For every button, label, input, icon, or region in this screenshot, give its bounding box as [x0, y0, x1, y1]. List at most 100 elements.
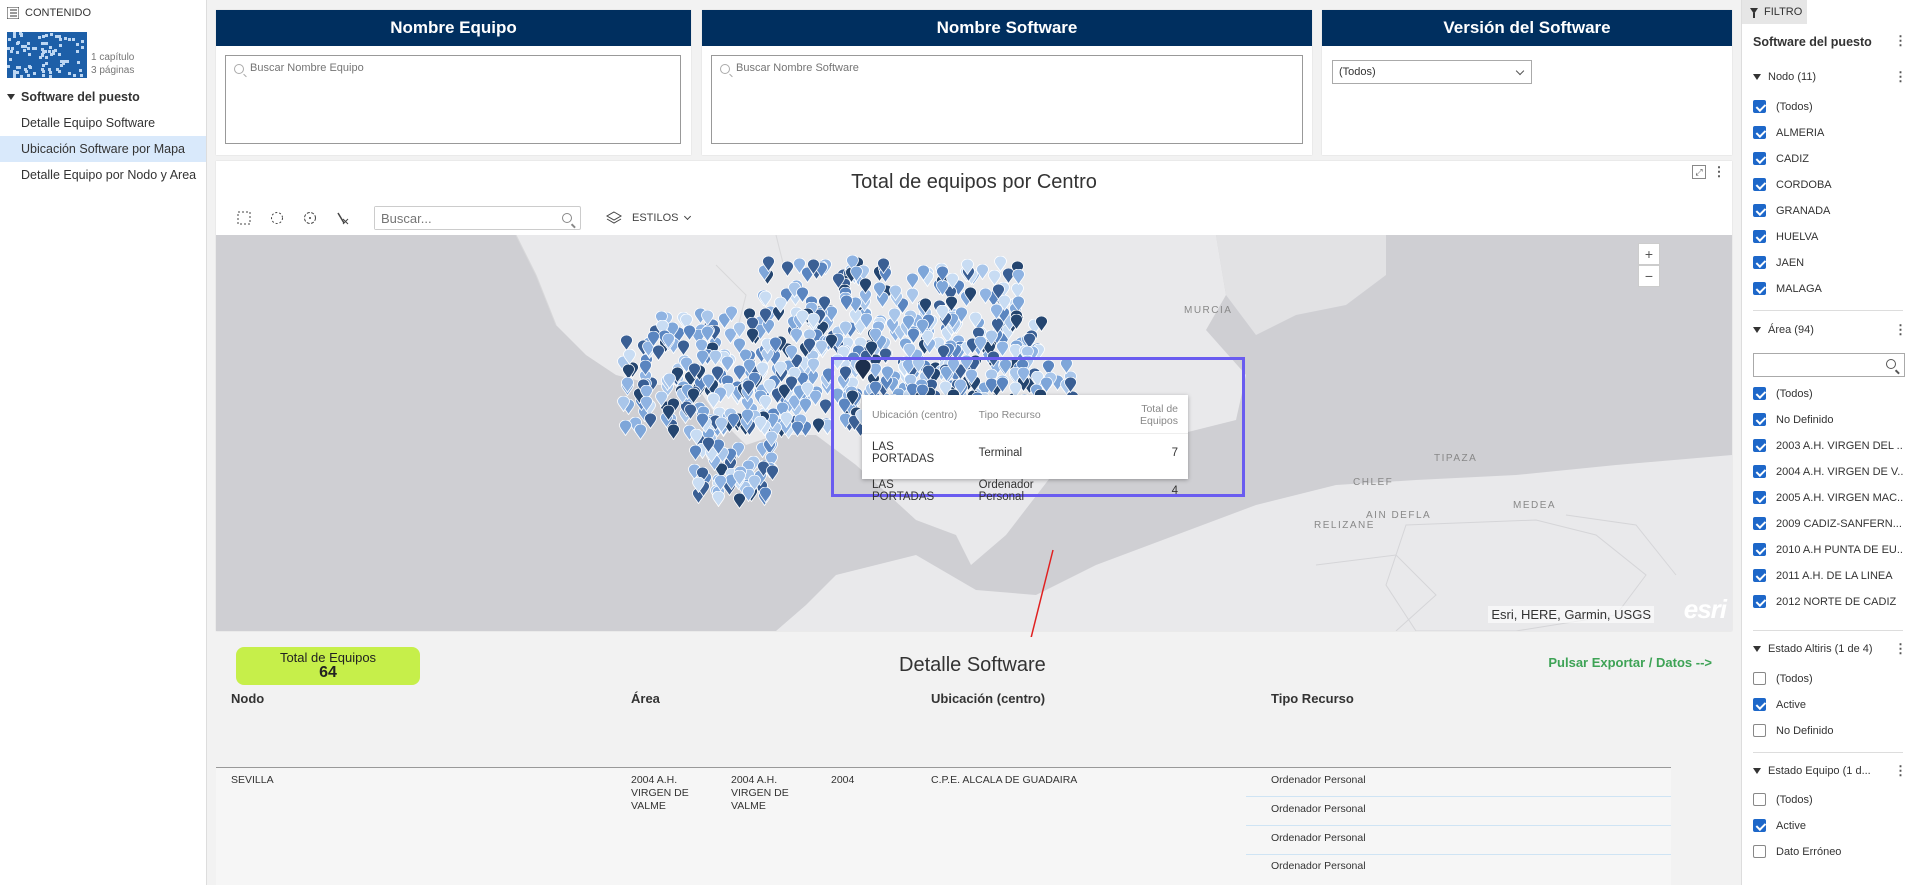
map-marker-icon[interactable]: [684, 404, 697, 420]
checkbox-checked-icon[interactable]: [1753, 204, 1766, 217]
map-marker-icon[interactable]: [652, 345, 665, 361]
map-marker-icon[interactable]: [902, 315, 915, 331]
map-marker-icon[interactable]: [662, 405, 675, 421]
filter-option[interactable]: Active: [1753, 819, 1903, 832]
map-marker-icon[interactable]: [690, 429, 703, 445]
map-search-input[interactable]: [375, 207, 545, 229]
map-marker-icon[interactable]: [759, 487, 772, 503]
map-marker-icon[interactable]: [964, 287, 977, 303]
checkbox-checked-icon[interactable]: [1753, 698, 1766, 711]
filter-option[interactable]: (Todos): [1753, 387, 1903, 400]
map-marker-icon[interactable]: [907, 328, 920, 344]
filter-option[interactable]: 2009 CADIZ-SANFERN...: [1753, 517, 1903, 530]
map-marker-icon[interactable]: [988, 270, 1001, 286]
selection-rectangle[interactable]: [831, 357, 1245, 497]
export-link[interactable]: Pulsar Exportar / Datos -->: [1548, 655, 1712, 670]
map-marker-icon[interactable]: [916, 384, 929, 400]
map-marker-icon[interactable]: [812, 418, 825, 434]
map-marker-icon[interactable]: [667, 424, 680, 440]
map-marker-icon[interactable]: [761, 348, 774, 364]
map-marker-icon[interactable]: [865, 341, 878, 357]
filter-option[interactable]: 2010 A.H PUNTA DE EU...: [1753, 543, 1903, 556]
map-marker-icon[interactable]: [715, 417, 728, 433]
filter-option[interactable]: No Definido: [1753, 413, 1903, 426]
map-marker-icon[interactable]: [807, 358, 820, 374]
map-marker-icon[interactable]: [954, 379, 967, 395]
filter-group-estado-equipo[interactable]: Estado Equipo (1 d...: [1753, 765, 1871, 777]
checkbox-checked-icon[interactable]: [1753, 230, 1766, 243]
map-marker-icon[interactable]: [696, 413, 709, 429]
map-marker-icon[interactable]: [785, 376, 798, 392]
map-marker-icon[interactable]: [846, 390, 859, 406]
map-marker-icon[interactable]: [839, 321, 852, 337]
map-marker-icon[interactable]: [947, 358, 960, 374]
map-marker-icon[interactable]: [647, 331, 660, 347]
checkbox-unchecked-icon[interactable]: [1753, 793, 1766, 806]
equipo-search-input[interactable]: [250, 62, 490, 74]
map-marker-icon[interactable]: [763, 379, 776, 395]
map-marker-icon[interactable]: [976, 264, 989, 280]
map-marker-icon[interactable]: [846, 255, 859, 271]
map-marker-icon[interactable]: [809, 390, 822, 406]
map-marker-icon[interactable]: [765, 431, 778, 447]
map-marker-icon[interactable]: [985, 369, 998, 385]
software-search-box[interactable]: [711, 55, 1303, 144]
map-marker-icon[interactable]: [746, 317, 759, 333]
more-options-icon[interactable]: ⋮: [1894, 33, 1907, 48]
more-options-icon[interactable]: ⋮: [1712, 164, 1726, 179]
map-marker-icon[interactable]: [733, 470, 746, 486]
map-marker-icon[interactable]: [622, 364, 635, 380]
filter-option[interactable]: 2012 NORTE DE CADIZ: [1753, 595, 1903, 608]
map-marker-icon[interactable]: [790, 328, 803, 344]
map-marker-icon[interactable]: [776, 402, 789, 418]
map-marker-icon[interactable]: [985, 330, 998, 346]
map-marker-icon[interactable]: [801, 382, 814, 398]
map-marker-icon[interactable]: [711, 366, 724, 382]
map-marker-icon[interactable]: [695, 339, 708, 355]
filter-option[interactable]: GRANADA: [1753, 204, 1903, 217]
map-marker-icon[interactable]: [656, 320, 669, 336]
area-search-box[interactable]: [1753, 353, 1905, 377]
map-marker-icon[interactable]: [838, 398, 851, 414]
map-marker-icon[interactable]: [1017, 367, 1030, 383]
map-marker-icon[interactable]: [733, 365, 746, 381]
map-marker-icon[interactable]: [1021, 346, 1034, 362]
filter-option[interactable]: No Definido: [1753, 724, 1903, 737]
filter-option[interactable]: 2003 A.H. VIRGEN DEL ...: [1753, 439, 1903, 452]
map-marker-icon[interactable]: [869, 381, 882, 397]
map-marker-icon[interactable]: [759, 291, 772, 307]
map-marker-icon[interactable]: [936, 280, 949, 296]
filter-option[interactable]: ALMERIA: [1753, 126, 1903, 139]
filter-option[interactable]: (Todos): [1753, 672, 1903, 685]
filter-group-nodo[interactable]: Nodo (11): [1753, 71, 1816, 83]
map-marker-icon[interactable]: [742, 380, 755, 396]
checkbox-checked-icon[interactable]: [1753, 465, 1766, 478]
map-marker-icon[interactable]: [819, 399, 832, 415]
map-marker-icon[interactable]: [906, 273, 919, 289]
map-marker-icon[interactable]: [946, 273, 959, 289]
map-marker-icon[interactable]: [944, 286, 957, 302]
map-marker-icon[interactable]: [912, 357, 925, 373]
map-marker-icon[interactable]: [972, 327, 985, 343]
more-options-icon[interactable]: ⋮: [1894, 641, 1907, 656]
map-marker-icon[interactable]: [741, 409, 754, 425]
map-marker-icon[interactable]: [733, 338, 746, 354]
map-marker-icon[interactable]: [904, 374, 917, 390]
map-marker-icon[interactable]: [996, 341, 1009, 357]
filter-option[interactable]: (Todos): [1753, 793, 1903, 806]
map-marker-icon[interactable]: [662, 333, 675, 349]
map-marker-icon[interactable]: [683, 325, 696, 341]
map-marker-icon[interactable]: [974, 336, 987, 352]
map-marker-icon[interactable]: [689, 445, 702, 461]
filter-option[interactable]: Active: [1753, 698, 1903, 711]
map-marker-icon[interactable]: [741, 396, 754, 412]
map-marker-icon[interactable]: [702, 374, 715, 390]
map-marker-icon[interactable]: [617, 396, 630, 412]
map-marker-icon[interactable]: [906, 288, 919, 304]
filter-option[interactable]: Dato Erróneo: [1753, 845, 1903, 858]
map-marker-icon[interactable]: [859, 289, 872, 305]
map-marker-icon[interactable]: [940, 366, 953, 382]
map-marker-icon[interactable]: [712, 439, 725, 455]
map-marker-icon[interactable]: [999, 359, 1012, 375]
map-marker-icon[interactable]: [739, 349, 752, 365]
